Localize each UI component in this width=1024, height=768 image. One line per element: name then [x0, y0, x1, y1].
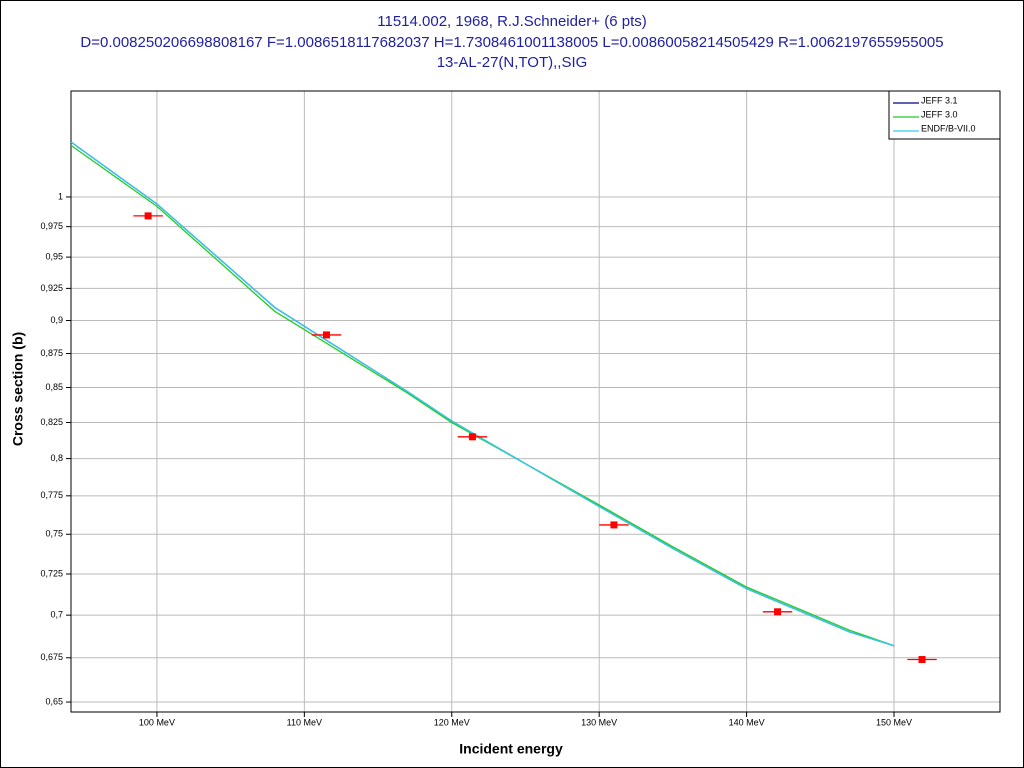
chart-title: 11514.002, 1968, R.J.Schneider+ (6 pts) — [377, 13, 646, 30]
legend-label: JEFF 3.1 — [921, 95, 958, 105]
y-tick-label: 0,825 — [40, 417, 63, 427]
y-tick-label: 0,9 — [50, 315, 63, 325]
chart-subtitle: 13-AL-27(N,TOT),,SIG — [437, 54, 588, 71]
data-point — [322, 331, 330, 339]
x-tick-label: 120 MeV — [434, 717, 470, 727]
x-tick-label: 100 MeV — [139, 717, 175, 727]
plot-frame — [70, 90, 1001, 713]
y-tick-label: 0,8 — [50, 453, 63, 463]
plot-area — [71, 91, 1000, 712]
series-line — [70, 141, 895, 647]
y-tick-label: 0,7 — [50, 610, 63, 620]
data-point — [468, 433, 476, 441]
legend-label: ENDF/B-VII.0 — [921, 123, 976, 133]
x-axis-title: Incident energy — [459, 741, 563, 757]
chart-subtitle: D=0.008250206698808167 F=1.0086518117682… — [80, 34, 943, 51]
y-tick-label: 0,65 — [45, 696, 63, 706]
data-point — [610, 521, 618, 529]
y-tick-label: 0,925 — [40, 283, 63, 293]
y-tick-label: 0,675 — [40, 652, 63, 662]
y-tick-label: 0,725 — [40, 568, 63, 578]
y-tick-label: 0,975 — [40, 221, 63, 231]
x-tick-label: 150 MeV — [876, 717, 912, 727]
x-tick-label: 110 MeV — [287, 717, 322, 727]
data-point — [774, 608, 782, 616]
y-tick-label: 0,95 — [45, 251, 63, 261]
y-tick-label: 1 — [58, 191, 63, 201]
data-point — [144, 212, 152, 220]
data-point — [918, 656, 926, 664]
x-tick-label: 140 MeV — [729, 717, 765, 727]
y-axis-title: Cross section (b) — [10, 332, 26, 446]
y-tick-label: 0,775 — [40, 490, 63, 500]
y-tick-label: 0,85 — [45, 382, 63, 392]
x-tick-label: 130 MeV — [581, 717, 617, 727]
y-tick-label: 0,875 — [40, 348, 63, 358]
legend-label: JEFF 3.0 — [921, 109, 958, 119]
y-tick-label: 0,75 — [45, 529, 63, 539]
